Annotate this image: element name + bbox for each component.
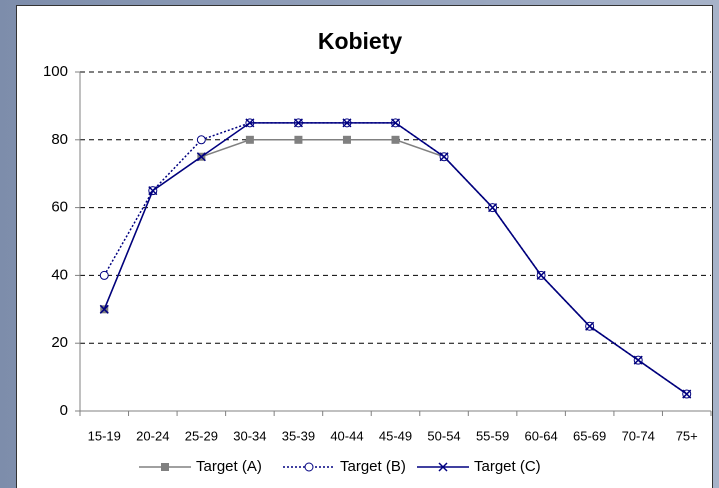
chart-title: Kobiety (318, 28, 403, 54)
x-tick-label: 40-44 (330, 428, 363, 443)
x-tick-label: 20-24 (136, 428, 169, 443)
y-tick-label: 60 (51, 199, 68, 216)
x-tick-label: 65-69 (573, 428, 606, 443)
legend-label: Target (C) (474, 458, 541, 475)
y-tick-label: 0 (60, 402, 68, 419)
marker (196, 152, 206, 162)
y-tick-label: 40 (51, 266, 68, 283)
marker (161, 463, 169, 471)
x-tick-label: 60-64 (524, 428, 557, 443)
marker (391, 135, 400, 144)
legend-label: Target (A) (196, 458, 262, 475)
marker (293, 118, 303, 128)
marker (342, 118, 352, 128)
marker (196, 135, 206, 145)
marker (245, 118, 255, 128)
x-tick-label: 50-54 (427, 428, 460, 443)
marker (99, 304, 109, 314)
marker (148, 186, 158, 196)
chart-area (16, 5, 713, 488)
legend-label: Target (B) (340, 458, 406, 475)
marker (390, 118, 401, 128)
marker (304, 462, 314, 472)
y-tick-label: 20 (51, 334, 68, 351)
marker (439, 152, 449, 162)
marker (536, 270, 546, 280)
marker (99, 270, 109, 280)
marker (294, 135, 303, 144)
y-tick-label: 80 (51, 131, 68, 148)
marker (438, 462, 448, 472)
marker (633, 355, 643, 365)
marker (342, 135, 351, 144)
x-tick-label: 15-19 (88, 428, 121, 443)
marker (488, 203, 498, 213)
x-tick-label: 30-34 (233, 428, 266, 443)
x-tick-label: 45-49 (379, 428, 412, 443)
marker (245, 135, 254, 144)
x-tick-label: 55-59 (476, 428, 509, 443)
x-tick-label: 25-29 (185, 428, 218, 443)
marker (585, 321, 595, 331)
marker (682, 389, 692, 399)
x-tick-label: 70-74 (622, 428, 655, 443)
y-tick-label: 100 (43, 63, 68, 80)
x-tick-label: 75+ (676, 428, 698, 443)
x-tick-label: 35-39 (282, 428, 315, 443)
